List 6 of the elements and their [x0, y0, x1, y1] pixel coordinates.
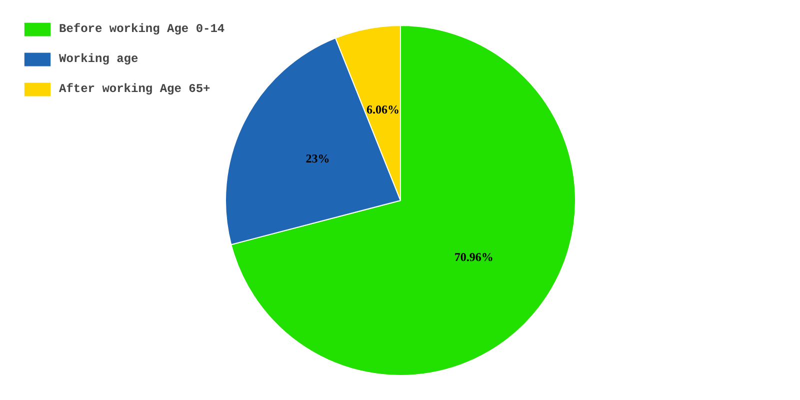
data-label: 6.06%: [366, 102, 400, 116]
legend-label: Before working Age 0-14: [59, 22, 225, 36]
data-label: 23%: [306, 152, 330, 166]
data-label: 70.96%: [454, 250, 494, 264]
legend-label: Working age: [59, 52, 138, 66]
legend-label: After working Age 65+: [59, 82, 210, 96]
